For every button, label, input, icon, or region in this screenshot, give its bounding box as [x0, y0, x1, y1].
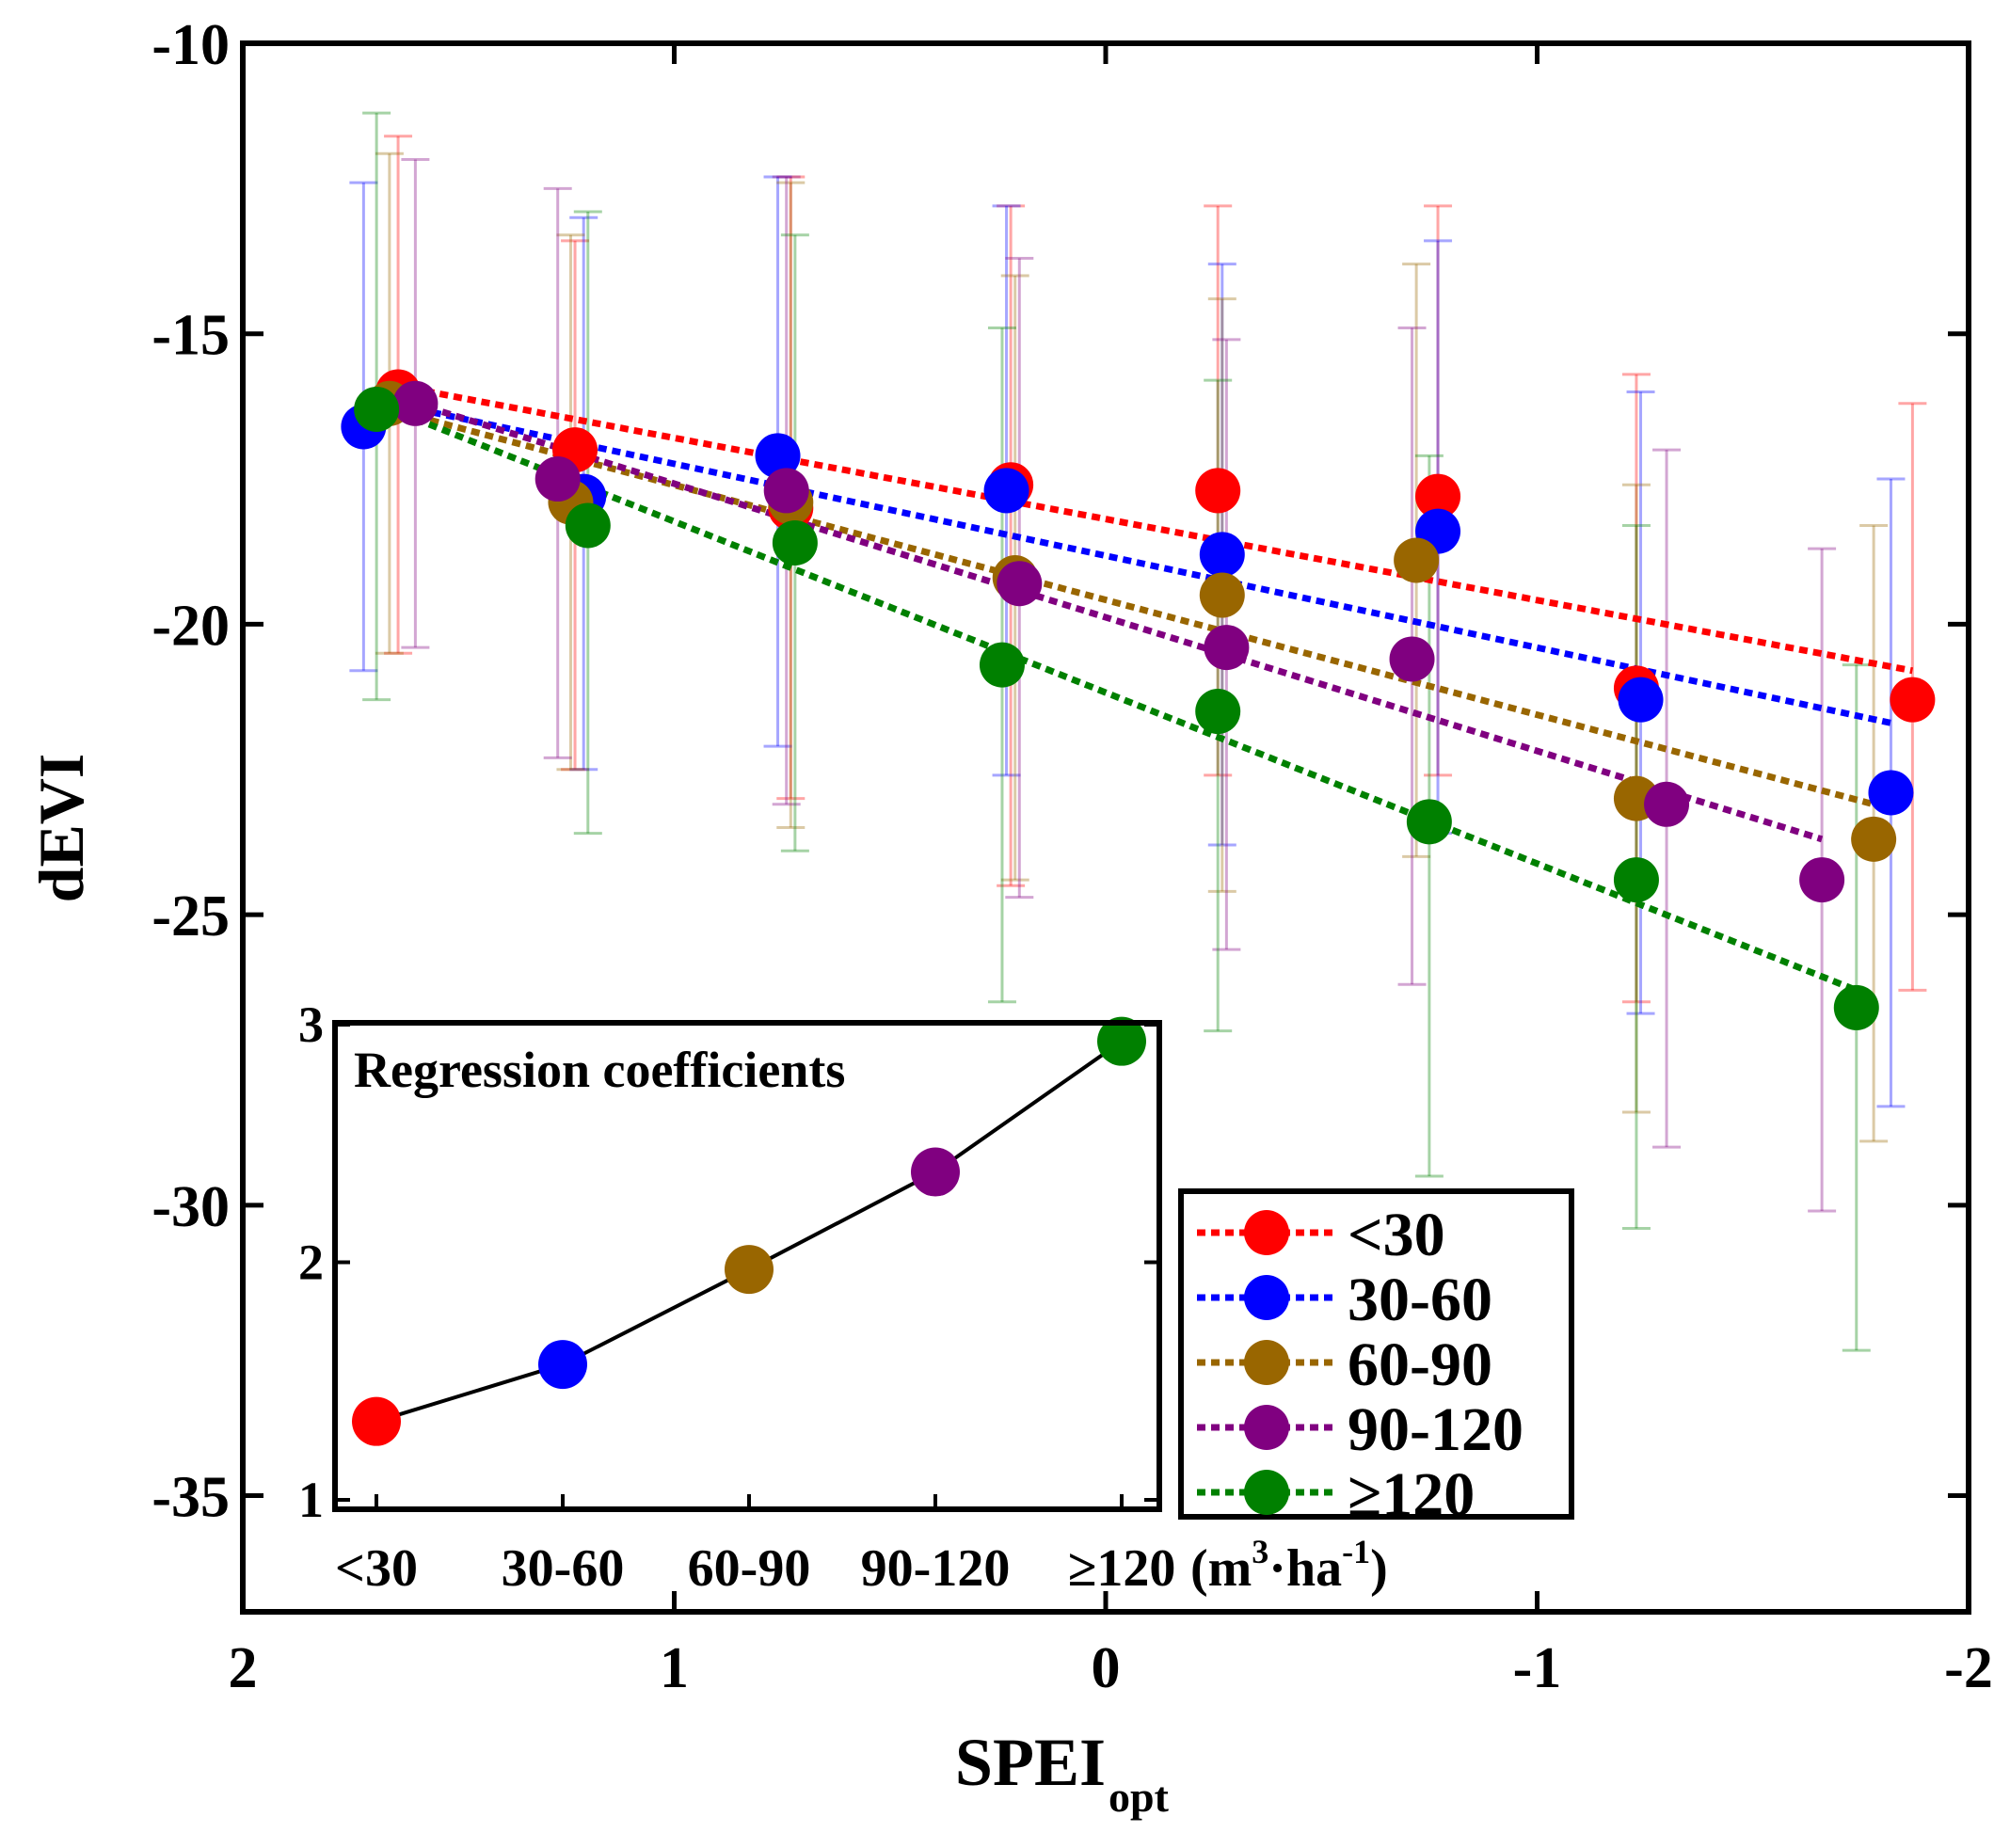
x-tick-label: 0 — [1092, 1636, 1121, 1700]
inset-data-point — [352, 1396, 401, 1446]
legend-marker — [1244, 1470, 1289, 1515]
legend-marker — [1244, 1340, 1289, 1385]
inset-unit-open: (m — [1190, 1539, 1252, 1598]
data-point — [1851, 816, 1897, 862]
legend-marker — [1244, 1405, 1289, 1450]
data-point — [392, 380, 439, 426]
y-tick-label: -30 — [152, 1175, 230, 1239]
y-tick-label: -20 — [152, 594, 230, 658]
inset-unit-mid: ·ha — [1268, 1539, 1342, 1598]
data-point — [565, 502, 611, 549]
main-axis-ticks: 2 1 0 -1 -2 -10 -15 -20 -25 -30 -35 — [152, 13, 1992, 1700]
legend-marker — [1244, 1210, 1289, 1255]
data-point — [1613, 857, 1659, 903]
inset-x-tick-label: 90-120 — [861, 1539, 1011, 1598]
y-tick-label: -25 — [152, 884, 230, 948]
inset-points-layer — [352, 1016, 1146, 1446]
inset-axis-ticks: 1 2 3 — [298, 996, 1159, 1528]
inset-data-point — [911, 1147, 960, 1197]
fit-line — [397, 382, 1914, 675]
inset-data-point — [1097, 1016, 1146, 1066]
data-point — [997, 561, 1043, 607]
x-axis-title: SPEI — [955, 1725, 1106, 1800]
data-point — [354, 386, 400, 432]
data-point — [1799, 857, 1845, 903]
x-tick-label: -2 — [1944, 1636, 1993, 1700]
main-points-layer — [341, 369, 1936, 1030]
data-point — [1644, 781, 1690, 827]
data-point — [979, 642, 1025, 688]
inset-y-tick-label: 3 — [298, 996, 324, 1053]
inset-data-point — [725, 1245, 774, 1295]
main-fit-lines-layer — [362, 382, 1914, 994]
fit-line — [414, 400, 1824, 843]
legend-label: <30 — [1348, 1201, 1445, 1269]
data-point — [1833, 984, 1879, 1030]
data-point — [1868, 770, 1914, 816]
legend-label: 30-60 — [1348, 1266, 1492, 1334]
inset-x-tick-label: ≥120 — [1068, 1539, 1176, 1598]
x-tick-label: 2 — [229, 1636, 258, 1700]
data-point — [1195, 689, 1241, 735]
data-point — [534, 456, 581, 502]
y-axis-title: dEVI — [25, 754, 97, 903]
data-point — [1195, 468, 1241, 514]
data-point — [763, 468, 809, 514]
inset-unit-sup1: 3 — [1252, 1533, 1268, 1570]
data-point — [1199, 532, 1245, 578]
legend-label: 90-120 — [1348, 1395, 1523, 1464]
fit-line — [388, 406, 1875, 808]
inset-x-tick-label: <30 — [335, 1539, 418, 1598]
inset-category-labels: <30 30-60 60-90 90-120 ≥120 — [335, 1539, 1175, 1598]
inset-y-tick-label: 1 — [298, 1472, 324, 1528]
inset-unit-close: ) — [1370, 1539, 1388, 1598]
legend-marker — [1244, 1275, 1289, 1320]
inset-unit-sup2: -1 — [1342, 1533, 1370, 1570]
inset-unit-label: (m3·ha-1) — [1190, 1533, 1388, 1598]
x-tick-label: 1 — [660, 1636, 689, 1700]
data-point — [1389, 636, 1435, 682]
data-point — [1415, 473, 1461, 519]
y-tick-label: -35 — [152, 1466, 230, 1530]
data-point — [1406, 799, 1452, 845]
data-point — [1618, 677, 1664, 723]
y-tick-label: -15 — [152, 304, 230, 368]
data-point — [772, 519, 818, 566]
x-tick-label: -1 — [1513, 1636, 1562, 1700]
legend-label: ≥120 — [1348, 1460, 1475, 1529]
data-point — [1204, 625, 1250, 671]
data-point — [755, 433, 801, 479]
inset-title: Regression coefficients — [354, 1042, 845, 1098]
inset-data-point — [538, 1340, 587, 1390]
data-point — [983, 468, 1029, 514]
legend-label: 60-90 — [1348, 1330, 1492, 1399]
y-tick-label: -10 — [152, 13, 230, 77]
data-point — [1199, 572, 1245, 618]
fit-line — [375, 400, 1858, 994]
x-axis-title-subscript: opt — [1109, 1773, 1170, 1821]
data-point — [1394, 537, 1440, 583]
inset-y-tick-label: 2 — [298, 1235, 324, 1291]
inset-x-tick-label: 60-90 — [688, 1539, 811, 1598]
inset-x-tick-label: 30-60 — [502, 1539, 625, 1598]
data-point — [1890, 677, 1936, 723]
inset-regression-chart: 1 2 3 Regression coefficients <30 30-60 60-9… — [298, 996, 1388, 1598]
